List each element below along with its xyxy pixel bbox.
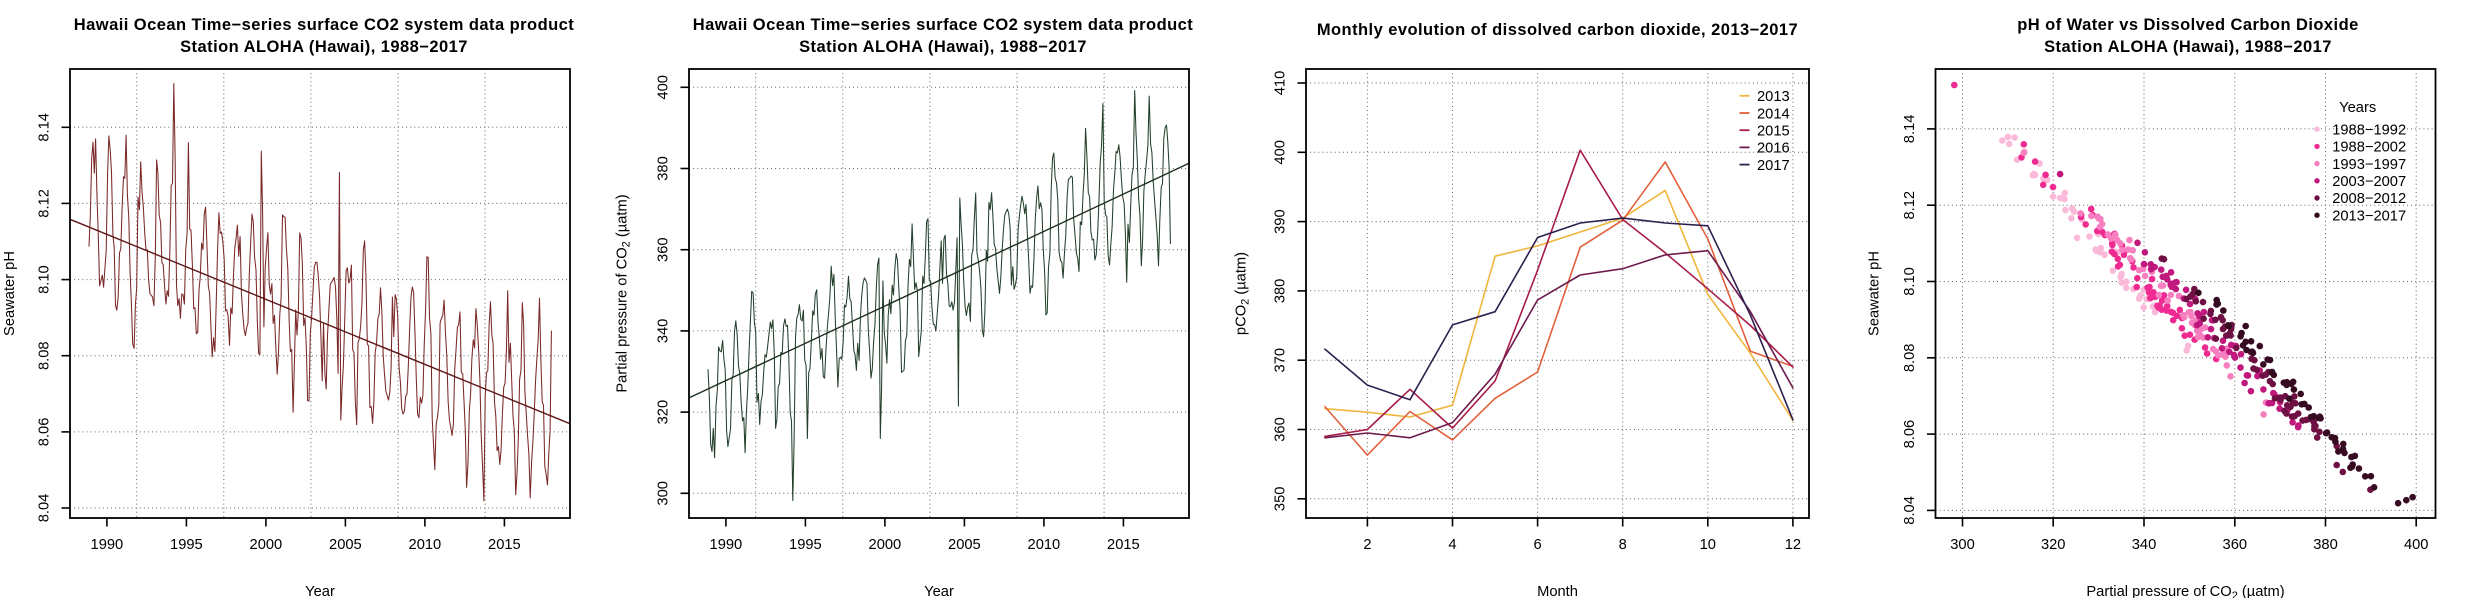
svg-text:380: 380 bbox=[1273, 279, 1289, 304]
svg-text:Hawaii Ocean Time−series surfa: Hawaii Ocean Time−series surface CO2 sys… bbox=[74, 16, 574, 34]
svg-text:360: 360 bbox=[1273, 417, 1289, 442]
svg-text:320: 320 bbox=[656, 400, 672, 425]
svg-text:2015: 2015 bbox=[488, 537, 521, 553]
svg-text:2: 2 bbox=[1363, 537, 1371, 553]
svg-text:Year: Year bbox=[924, 584, 954, 598]
svg-text:Station ALOHA (Hawai), 1988−20: Station ALOHA (Hawai), 1988−2017 bbox=[2044, 38, 2332, 56]
svg-text:350: 350 bbox=[1273, 487, 1289, 512]
svg-text:6: 6 bbox=[1534, 537, 1542, 553]
svg-text:8.14: 8.14 bbox=[1902, 115, 1918, 144]
svg-text:10: 10 bbox=[1700, 537, 1716, 553]
svg-text:8.06: 8.06 bbox=[1902, 420, 1918, 449]
svg-text:2000: 2000 bbox=[250, 537, 283, 553]
svg-text:Hawaii Ocean Time−series surfa: Hawaii Ocean Time−series surface CO2 sys… bbox=[693, 16, 1193, 34]
svg-text:1990: 1990 bbox=[91, 537, 124, 553]
svg-text:Monthly evolution of dissolved: Monthly evolution of dissolved carbon di… bbox=[1317, 21, 1798, 39]
svg-text:pH of Water vs Dissolved Carbo: pH of Water vs Dissolved Carbon Dioxide bbox=[2017, 16, 2359, 34]
svg-text:2015: 2015 bbox=[1757, 124, 1790, 140]
svg-text:2010: 2010 bbox=[409, 537, 442, 553]
svg-text:2017: 2017 bbox=[1757, 158, 1790, 174]
svg-text:Partial pressure of CO2 (µatm): Partial pressure of CO2 (µatm) bbox=[2086, 584, 2284, 598]
svg-text:390: 390 bbox=[1273, 209, 1289, 234]
svg-text:8.10: 8.10 bbox=[1902, 267, 1918, 296]
svg-text:Years: Years bbox=[2339, 100, 2376, 116]
svg-text:300: 300 bbox=[1950, 537, 1975, 553]
svg-text:340: 340 bbox=[2132, 537, 2157, 553]
svg-text:370: 370 bbox=[1273, 348, 1289, 373]
svg-text:1988−2002: 1988−2002 bbox=[2332, 140, 2406, 156]
svg-text:400: 400 bbox=[1273, 140, 1289, 165]
svg-text:2008−2012: 2008−2012 bbox=[2332, 191, 2406, 207]
svg-text:Station ALOHA (Hawai), 1988−20: Station ALOHA (Hawai), 1988−2017 bbox=[799, 38, 1087, 56]
svg-text:8.10: 8.10 bbox=[37, 265, 53, 294]
svg-text:320: 320 bbox=[2041, 537, 2066, 553]
svg-text:2013: 2013 bbox=[1757, 89, 1790, 105]
svg-text:2015: 2015 bbox=[1107, 537, 1140, 553]
svg-text:2003−2007: 2003−2007 bbox=[2332, 174, 2406, 190]
svg-text:8.12: 8.12 bbox=[37, 189, 53, 218]
svg-text:Year: Year bbox=[305, 584, 335, 598]
svg-text:1988−1992: 1988−1992 bbox=[2332, 122, 2406, 138]
svg-text:2005: 2005 bbox=[948, 537, 981, 553]
svg-text:Station ALOHA (Hawai), 1988−20: Station ALOHA (Hawai), 1988−2017 bbox=[180, 38, 468, 56]
svg-text:2010: 2010 bbox=[1028, 537, 1061, 553]
svg-text:Seawater pH: Seawater pH bbox=[2, 251, 18, 336]
svg-text:8.14: 8.14 bbox=[37, 113, 53, 142]
svg-text:pCO2 (µatm): pCO2 (µatm) bbox=[1234, 252, 1252, 335]
svg-text:360: 360 bbox=[656, 237, 672, 262]
svg-text:400: 400 bbox=[2404, 537, 2429, 553]
svg-text:300: 300 bbox=[656, 481, 672, 506]
svg-text:1990: 1990 bbox=[710, 537, 743, 553]
svg-text:Month: Month bbox=[1537, 584, 1578, 598]
svg-text:Seawater pH: Seawater pH bbox=[1867, 251, 1883, 336]
svg-text:8.04: 8.04 bbox=[1902, 496, 1918, 525]
svg-text:1995: 1995 bbox=[170, 537, 203, 553]
svg-text:4: 4 bbox=[1448, 537, 1456, 553]
svg-text:8.04: 8.04 bbox=[37, 494, 53, 523]
svg-text:8.06: 8.06 bbox=[37, 418, 53, 447]
svg-text:2014: 2014 bbox=[1757, 106, 1790, 122]
svg-text:8.08: 8.08 bbox=[1902, 344, 1918, 373]
svg-text:2005: 2005 bbox=[329, 537, 362, 553]
svg-text:8.12: 8.12 bbox=[1902, 191, 1918, 220]
svg-text:8: 8 bbox=[1619, 537, 1627, 553]
svg-text:360: 360 bbox=[2223, 537, 2248, 553]
svg-text:380: 380 bbox=[2313, 537, 2338, 553]
svg-text:2000: 2000 bbox=[869, 537, 902, 553]
svg-text:400: 400 bbox=[656, 75, 672, 100]
svg-text:410: 410 bbox=[1273, 71, 1289, 96]
svg-text:12: 12 bbox=[1785, 537, 1801, 553]
svg-text:1993−1997: 1993−1997 bbox=[2332, 157, 2406, 173]
svg-text:2016: 2016 bbox=[1757, 141, 1790, 157]
svg-text:2013−2017: 2013−2017 bbox=[2332, 208, 2406, 224]
svg-text:1995: 1995 bbox=[789, 537, 822, 553]
svg-text:8.08: 8.08 bbox=[37, 341, 53, 370]
svg-text:380: 380 bbox=[656, 156, 672, 181]
svg-text:340: 340 bbox=[656, 319, 672, 344]
svg-text:Partial pressure of CO2 (µatm): Partial pressure of CO2 (µatm) bbox=[615, 194, 633, 392]
